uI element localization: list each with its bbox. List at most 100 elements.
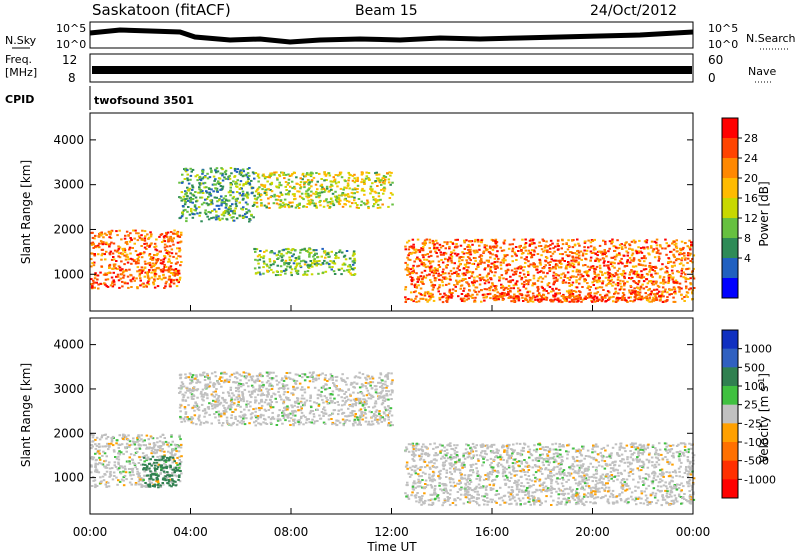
heatmap-cell	[483, 268, 486, 271]
heatmap-cell	[578, 244, 581, 247]
heatmap-cell	[314, 183, 318, 186]
heatmap-cell	[231, 191, 235, 194]
heatmap-cell	[193, 204, 197, 207]
heatmap-cell	[380, 384, 384, 387]
heatmap-cell	[323, 378, 327, 381]
heatmap-cell	[129, 468, 133, 470]
heatmap-cell	[386, 172, 389, 175]
heatmap-cell	[136, 253, 140, 256]
heatmap-cell	[639, 250, 642, 253]
heatmap-cell	[575, 281, 578, 284]
heatmap-cell	[303, 186, 306, 189]
heatmap-cell	[309, 395, 312, 398]
heatmap-cell	[98, 242, 101, 245]
heatmap-cell	[282, 171, 286, 174]
heatmap-cell	[406, 263, 409, 266]
heatmap-cell	[643, 296, 647, 299]
heatmap-cell	[273, 171, 276, 174]
heatmap-cell	[619, 273, 622, 276]
heatmap-cell	[222, 410, 225, 412]
heatmap-cell	[525, 295, 529, 298]
heatmap-cell	[132, 461, 135, 464]
heatmap-cell	[204, 392, 207, 395]
heatmap-cell	[293, 187, 297, 190]
heatmap-cell	[166, 443, 169, 446]
heatmap-cell	[588, 288, 591, 291]
heatmap-cell	[327, 172, 331, 175]
heatmap-cell	[416, 280, 419, 283]
heatmap-cell	[377, 422, 380, 425]
heatmap-cell	[411, 251, 415, 254]
nsky-label: N.Sky	[5, 34, 37, 47]
heatmap-cell	[215, 210, 218, 213]
heatmap-cell	[580, 258, 583, 261]
heatmap-cell	[203, 415, 206, 418]
heatmap-cell	[156, 481, 160, 484]
heatmap-cell	[214, 390, 217, 393]
heatmap-cell	[128, 481, 132, 484]
heatmap-cell	[200, 203, 204, 206]
heatmap-cell	[571, 270, 575, 273]
heatmap-cell	[489, 268, 492, 271]
heatmap-cell	[650, 291, 653, 294]
heatmap-cell	[137, 256, 141, 259]
heatmap-cell	[145, 483, 149, 486]
heatmap-cell	[544, 275, 547, 278]
heatmap-cell	[135, 277, 138, 280]
heatmap-cell	[469, 251, 472, 253]
heatmap-cell	[168, 484, 171, 487]
heatmap-cell	[150, 464, 153, 467]
heatmap-cell	[630, 240, 634, 243]
heatmap-cell	[293, 259, 297, 262]
heatmap-cell	[358, 423, 361, 426]
heatmap-cell	[509, 287, 513, 290]
heatmap-cell	[370, 420, 374, 423]
heatmap-cell	[129, 237, 132, 239]
heatmap-cell	[332, 204, 336, 207]
heatmap-cell	[410, 246, 414, 249]
heatmap-cell	[170, 272, 173, 274]
heatmap-cell	[136, 470, 139, 473]
heatmap-cell	[162, 268, 165, 270]
heatmap-cell	[489, 270, 492, 272]
heatmap-cell	[445, 300, 448, 302]
heatmap-cell	[554, 259, 557, 262]
heatmap-cell	[155, 461, 159, 464]
heatmap-cell	[575, 279, 578, 282]
heatmap-cell	[352, 251, 356, 254]
heatmap-cell	[485, 288, 489, 291]
heatmap-cell	[375, 385, 378, 388]
heatmap-cell	[123, 247, 126, 250]
heatmap-cell	[530, 242, 534, 245]
heatmap-cell	[583, 246, 586, 249]
heatmap-cell	[94, 452, 97, 455]
heatmap-cell	[230, 191, 233, 194]
heatmap-cell	[262, 260, 266, 263]
heatmap-cell	[278, 394, 281, 397]
heatmap-cell	[689, 260, 692, 262]
heatmap-cell	[607, 267, 611, 270]
heatmap-cell	[446, 241, 449, 244]
heatmap-cell	[446, 294, 450, 297]
heatmap-cell	[510, 300, 513, 303]
heatmap-cell	[608, 275, 611, 277]
heatmap-cell	[153, 473, 156, 476]
heatmap-cell	[165, 265, 168, 268]
heatmap-cell	[120, 443, 124, 446]
heatmap-cell	[684, 273, 687, 276]
heatmap-cell	[234, 415, 237, 418]
heatmap-cell	[518, 292, 522, 295]
heatmap-cell	[282, 248, 286, 251]
heatmap-cell	[331, 266, 334, 268]
heatmap-cell	[274, 198, 278, 201]
heatmap-cell	[423, 292, 427, 295]
heatmap-cell	[167, 270, 171, 273]
heatmap-cell	[282, 393, 286, 396]
heatmap-cell	[271, 406, 275, 409]
heatmap-cell	[261, 375, 264, 378]
heatmap-cell	[625, 265, 629, 267]
heatmap-cell	[324, 174, 328, 177]
heatmap-cell	[148, 483, 152, 486]
heatmap-cell	[238, 214, 241, 217]
heatmap-cell	[290, 274, 293, 277]
